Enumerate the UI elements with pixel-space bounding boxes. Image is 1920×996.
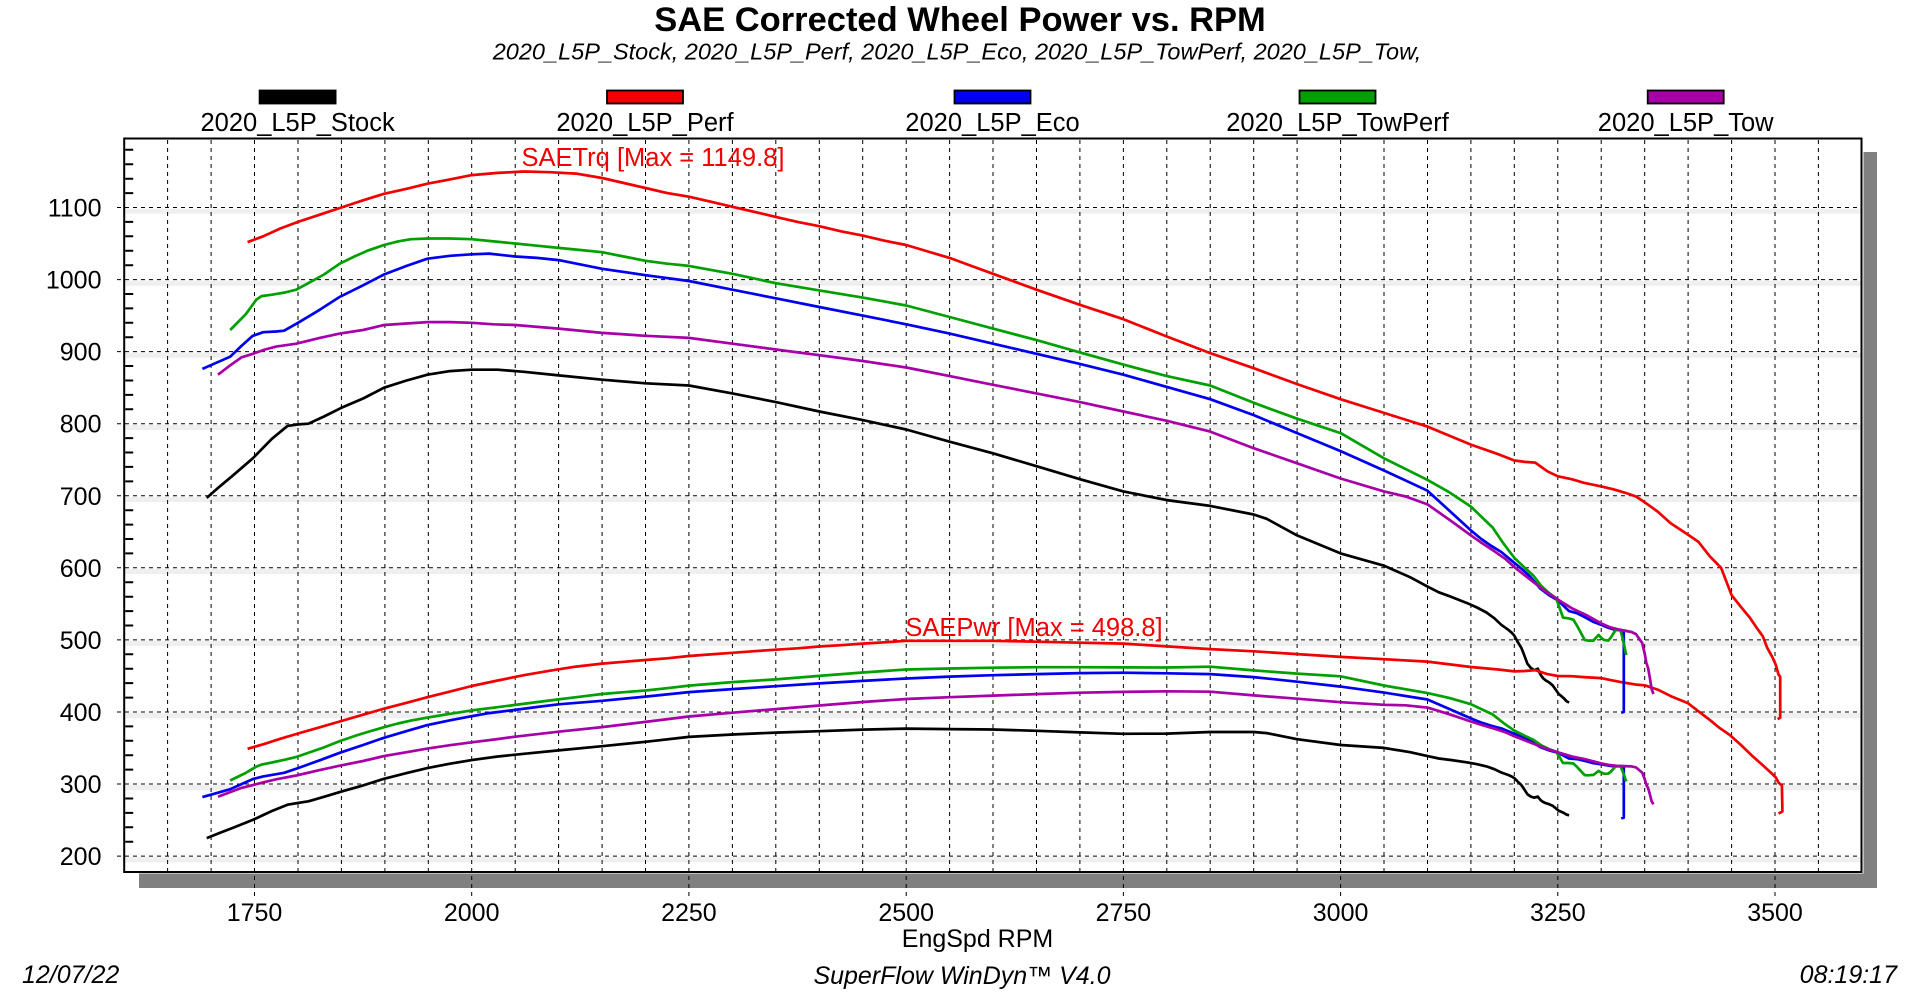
svg-text:1750: 1750 <box>227 899 283 927</box>
svg-text:800: 800 <box>60 411 102 439</box>
svg-text:08:19:17: 08:19:17 <box>1800 961 1898 989</box>
svg-text:200: 200 <box>60 843 102 871</box>
svg-text:3500: 3500 <box>1747 899 1803 927</box>
svg-text:SuperFlow WinDyn™ V4.0: SuperFlow WinDyn™ V4.0 <box>813 962 1110 990</box>
svg-text:600: 600 <box>60 555 102 583</box>
svg-text:2020_L5P_TowPerf: 2020_L5P_TowPerf <box>1226 109 1449 137</box>
svg-text:EngSpd RPM: EngSpd RPM <box>902 925 1053 953</box>
svg-text:2020_L5P_Tow: 2020_L5P_Tow <box>1598 109 1774 137</box>
svg-text:900: 900 <box>60 339 102 367</box>
svg-text:300: 300 <box>60 771 102 799</box>
svg-text:500: 500 <box>60 627 102 655</box>
svg-text:12/07/22: 12/07/22 <box>22 961 119 989</box>
svg-text:3000: 3000 <box>1313 899 1369 927</box>
svg-text:2020_L5P_Perf: 2020_L5P_Perf <box>556 109 734 137</box>
svg-text:1000: 1000 <box>46 267 102 295</box>
svg-text:2020_L5P_Eco: 2020_L5P_Eco <box>905 109 1079 137</box>
svg-text:700: 700 <box>60 483 102 511</box>
svg-text:3250: 3250 <box>1530 899 1586 927</box>
svg-text:2000: 2000 <box>444 899 500 927</box>
svg-text:1100: 1100 <box>48 195 102 223</box>
svg-text:2250: 2250 <box>661 899 717 927</box>
svg-text:400: 400 <box>60 699 102 727</box>
svg-text:2500: 2500 <box>878 899 934 927</box>
svg-text:SAETrq [Max = 1149.8]: SAETrq [Max = 1149.8] <box>522 144 785 172</box>
svg-text:2020_L5P_Stock: 2020_L5P_Stock <box>200 109 394 137</box>
svg-text:2020_L5P_Stock, 2020_L5P_Perf,: 2020_L5P_Stock, 2020_L5P_Perf, 2020_L5P_… <box>492 39 1422 65</box>
svg-text:SAEPwr [Max = 498.8]: SAEPwr [Max = 498.8] <box>905 614 1162 642</box>
svg-text:SAE Corrected Wheel Power vs.: SAE Corrected Wheel Power vs. RPM <box>654 1 1266 39</box>
svg-text:2750: 2750 <box>1096 899 1152 927</box>
